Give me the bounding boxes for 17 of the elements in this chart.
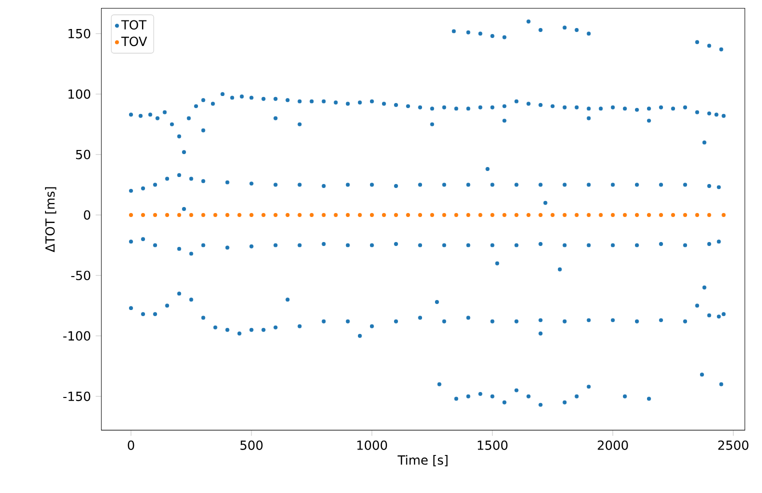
x-tick-label: 1500 [478,440,508,450]
y-tick-label: -150 [63,392,90,402]
y-axis-title: ΔTOT [ms] [45,187,56,252]
legend-label: TOV [121,36,148,46]
x-tick-label: 2500 [718,440,748,450]
x-tick-label: 500 [240,440,263,450]
y-tick-label: -100 [63,331,90,341]
x-axis-title: Time [s] [398,455,448,466]
y-tick-label: 50 [76,150,90,160]
x-tick-label: 1000 [357,440,388,450]
y-tick-label: 0 [84,210,90,220]
x-tick-label: 2000 [598,440,628,450]
legend-label: TOT [121,20,146,30]
x-tick-label: 0 [128,440,134,450]
y-tick-label: -50 [71,270,90,280]
y-tick-label: 150 [68,29,90,39]
y-tick-label: 100 [68,90,90,100]
